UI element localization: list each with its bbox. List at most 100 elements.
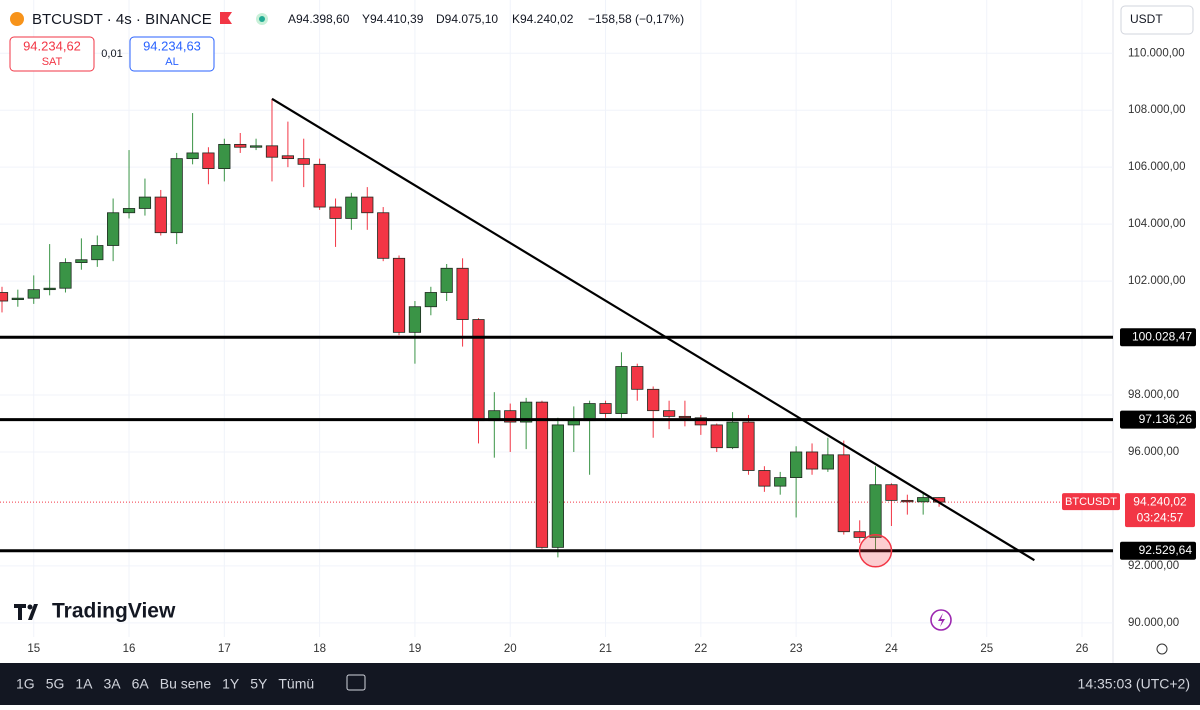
level-label-box [1120, 328, 1196, 347]
highlight-circle [858, 534, 893, 568]
sell-button[interactable] [9, 36, 95, 72]
flag [220, 12, 232, 24]
candle-body [43, 287, 56, 291]
candle-body [551, 424, 564, 548]
candle-body [154, 196, 167, 234]
candle-body [408, 306, 422, 333]
candle-body [377, 212, 390, 259]
candle-body [837, 454, 850, 533]
candle-body [535, 401, 549, 548]
symbol-label-box [1062, 493, 1120, 511]
plot [0, 0, 1113, 637]
candle-body [774, 477, 787, 487]
range-button[interactable]: Bu sene [160, 676, 212, 692]
sell-price: 94.234,62 [23, 38, 81, 53]
logo-text: TradingView [52, 600, 176, 623]
x-tick-label: 15 [27, 643, 40, 655]
x-tick-label: 24 [885, 643, 898, 655]
candle-body [758, 470, 771, 487]
y-tick-label: 106.000,00 [1128, 161, 1186, 173]
candle-body [234, 143, 247, 148]
candle-body [805, 451, 819, 470]
candle-body [567, 420, 580, 426]
x-tick-label: 20 [504, 643, 517, 655]
candle-body [186, 152, 199, 160]
ohlc-change: −158,58 (−0,17%) [588, 12, 684, 26]
settings-icon[interactable] [1156, 643, 1168, 655]
candle-body [917, 497, 930, 503]
range-button[interactable]: 5Y [250, 676, 268, 692]
candle-body [472, 319, 485, 422]
status-dot [259, 16, 265, 22]
ohlc-low: D94.075,10 [436, 12, 498, 26]
candle-body [678, 415, 692, 419]
x-tick-label: 18 [313, 643, 326, 655]
range-button[interactable]: 3A [104, 676, 122, 692]
candle-body [599, 403, 612, 414]
candle-body [615, 366, 628, 414]
price-label-box [1125, 493, 1195, 528]
buy-label: AL [165, 56, 178, 68]
candle-body [59, 262, 72, 289]
y-tick-label: 104.000,00 [1128, 218, 1186, 230]
header: BTCUSDT · 4s · BINANCE A94.398,60 Y94.41… [9, 5, 1194, 72]
y-tick-label: 96.000,00 [1128, 446, 1179, 458]
level-label-box [1120, 541, 1196, 560]
date-range-icon[interactable] [346, 674, 366, 691]
candle-body [297, 158, 310, 165]
level-label-box [1120, 410, 1196, 429]
candle-body [853, 531, 866, 538]
range-button[interactable]: Tümü [278, 676, 314, 692]
range-button[interactable]: 5G [46, 676, 65, 692]
candle-body [122, 208, 136, 214]
candle-body [583, 403, 596, 422]
candle-body [742, 421, 755, 471]
candle-body [249, 145, 263, 148]
x-tick-label: 21 [599, 643, 612, 655]
candle-body [75, 259, 88, 263]
candle-body [631, 366, 644, 390]
flash-icon[interactable] [930, 609, 952, 631]
candle-body [11, 297, 24, 301]
candle-body [27, 289, 40, 299]
candle-body [313, 163, 326, 208]
candle-body [329, 206, 342, 219]
candle-body [138, 196, 152, 209]
ohlc-open: A94.398,60 [288, 12, 350, 26]
y-tick-label: 110.000,00 [1128, 47, 1185, 59]
x-tick-label: 25 [980, 643, 993, 655]
trendline [271, 97, 1035, 562]
x-tick-label: 26 [1076, 643, 1089, 655]
candle-body [456, 267, 469, 320]
countdown: 03:24:57 [1137, 510, 1184, 524]
range-button[interactable]: 1A [75, 676, 93, 692]
candle-body [392, 257, 406, 333]
level-label: 100.028,47 [1132, 329, 1192, 343]
candle-body [520, 401, 533, 423]
sell-label: SAT [42, 56, 63, 68]
candle-body [710, 424, 723, 449]
x-tick-label: 22 [694, 643, 707, 655]
currency-button[interactable] [1120, 5, 1194, 35]
buy-button[interactable] [129, 36, 215, 72]
clock: 14:35:03 (UTC+2) [1078, 676, 1190, 692]
range-button[interactable]: 1G [16, 676, 35, 692]
symbol: BTCUSDT · 4s · BINANCE [32, 11, 212, 28]
candle-body [821, 454, 834, 470]
candle-body [726, 421, 739, 449]
range-button[interactable]: 6A [132, 676, 150, 692]
x-tick-label: 23 [790, 643, 803, 655]
y-tick-label: 92.000,00 [1128, 560, 1179, 572]
candle-body [885, 484, 898, 501]
symbol-label: BTCUSDT [1065, 496, 1117, 508]
y-tick-label: 108.000,00 [1128, 104, 1186, 116]
range-button[interactable]: 1Y [222, 676, 240, 692]
candle-body [361, 196, 374, 214]
candle-body [440, 267, 453, 293]
spread: 0,01 [101, 48, 122, 60]
candle-body [424, 292, 437, 308]
candle-body [218, 143, 231, 169]
level-label: 92.529,64 [1139, 543, 1193, 557]
